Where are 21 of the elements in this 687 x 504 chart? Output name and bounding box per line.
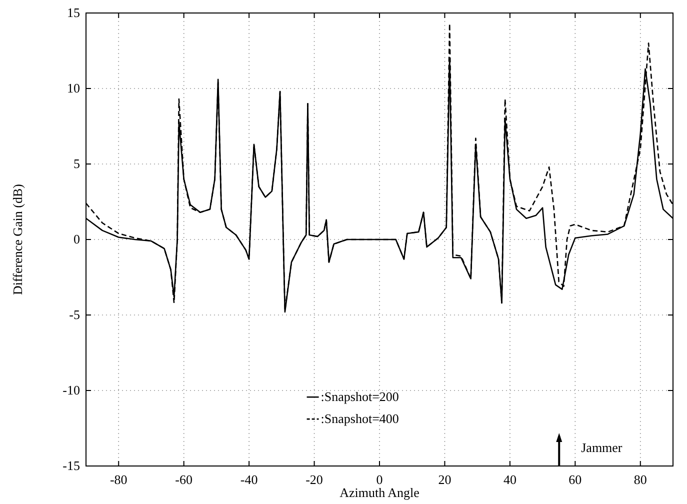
y-tick-label: 5 [74,156,80,171]
y-tick-label: 15 [67,5,80,20]
x-tick-label: 0 [376,472,383,487]
x-tick-label: -20 [306,472,323,487]
x-tick-label: -40 [240,472,258,487]
x-tick-label: -60 [175,472,193,487]
y-tick-label: 10 [67,80,80,96]
x-tick-label: 80 [634,472,647,487]
y-tick-label: 0 [74,232,80,246]
y-tick-label: -10 [62,382,80,398]
y-tick-label: -15 [62,458,80,473]
legend-label: :Snapshot=400 [320,411,399,426]
y-tick-label: -5 [69,307,80,322]
x-tick-label: -80 [110,472,128,487]
annotation: Jammer [581,440,623,455]
x-axis-title: Azimuth Angle [340,485,420,500]
legend-label: :Snapshot=200 [320,389,399,404]
x-tick-label: 60 [568,472,582,487]
y-axis-title: Difference Gain (dB) [10,184,25,295]
x-tick-label: 40 [503,472,516,487]
x-tick-label: 20 [438,472,452,487]
